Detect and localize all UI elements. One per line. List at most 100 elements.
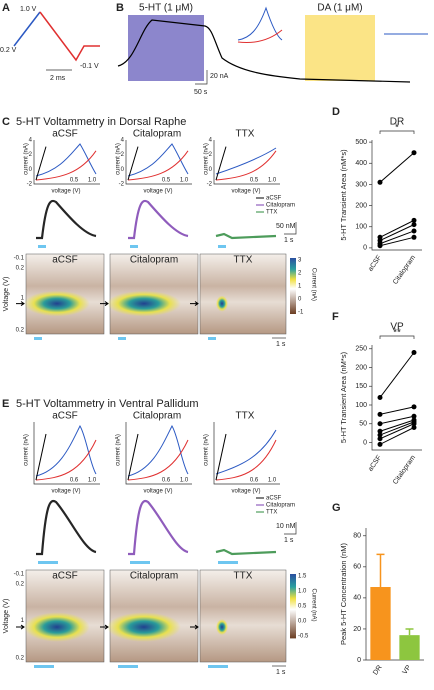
- y-tick-label: 50: [359, 421, 367, 428]
- y-tick-label: 80: [353, 533, 361, 540]
- y-tick-label: 4: [121, 138, 125, 144]
- stim-marker: [208, 337, 216, 340]
- conc-trace: [36, 199, 97, 240]
- colorbar: [290, 258, 296, 314]
- cv-trace: [35, 433, 47, 481]
- pair-line: [379, 236, 415, 247]
- axis: [125, 422, 192, 485]
- condition-label: Citalopram: [133, 129, 181, 140]
- legend-label: aCSF: [266, 196, 282, 202]
- arrow: [190, 301, 199, 307]
- x-tick-label: Citalopram: [392, 454, 417, 486]
- pair-line: [379, 152, 415, 183]
- point: [411, 217, 417, 223]
- signal-blob: [24, 290, 90, 317]
- cv-trace: [127, 150, 189, 181]
- y-tick-label: 100: [355, 402, 367, 409]
- panel-letter: G: [332, 502, 341, 514]
- point: [377, 243, 383, 249]
- colorbar-tick: 0.0: [298, 618, 307, 624]
- y-tick-label: -2: [207, 182, 213, 188]
- conc-trace: [128, 199, 189, 240]
- point: [411, 425, 417, 430]
- signal-blob: [24, 612, 90, 642]
- y-tick-label: 500: [355, 139, 367, 146]
- x-tick-label: 1.0: [88, 178, 97, 184]
- stim-marker: [218, 245, 226, 248]
- scale-label: 50 nM: [276, 223, 296, 230]
- y-tick-label: 20: [353, 626, 361, 633]
- cv-trace: [127, 143, 189, 177]
- y-tick-label: 150: [355, 383, 367, 390]
- signal-blob: [216, 619, 228, 636]
- condition-label: Citalopram: [130, 571, 178, 582]
- colorbar-tick: -1: [298, 310, 304, 316]
- x-tick-label: 0.5: [162, 178, 171, 184]
- x-tick-label: VP: [402, 664, 413, 676]
- stim-marker: [34, 337, 42, 340]
- colorbar-tick: 3: [298, 258, 302, 264]
- signal-blob: [106, 612, 181, 642]
- stim-marker: [130, 561, 150, 564]
- axis-label: current (nA): [116, 434, 122, 466]
- cv-trace: [35, 143, 97, 177]
- legend-label: TTX: [266, 210, 277, 216]
- wave-label: 2 ms: [50, 75, 66, 82]
- point: [411, 404, 417, 410]
- y-tick-label: 0.2: [16, 656, 25, 662]
- panel-letter: D: [332, 106, 340, 118]
- point: [411, 228, 417, 234]
- drug-window: [128, 15, 204, 81]
- colorbar-tick: 1: [298, 284, 302, 290]
- condition-label: aCSF: [52, 255, 78, 266]
- cv-trace: [127, 424, 189, 477]
- panel-letter: F: [332, 311, 339, 323]
- stim-marker: [38, 561, 58, 564]
- pair-line: [379, 219, 415, 238]
- colorbar-tick: 2: [298, 271, 302, 277]
- axis: [33, 422, 100, 485]
- x-tick-label: DR: [372, 664, 384, 676]
- chart-title: DR: [390, 117, 404, 128]
- y-tick-label: 300: [355, 181, 367, 188]
- axis-label: current (nA): [116, 143, 122, 175]
- sig-bracket: [379, 335, 415, 339]
- chart-title: VP: [390, 322, 404, 333]
- axis-label: current (nA): [204, 143, 210, 175]
- x-tick-label: 0.6: [70, 478, 79, 484]
- arrow: [100, 301, 109, 307]
- scale-label: 1 s: [284, 537, 294, 544]
- cv-trace: [215, 433, 227, 481]
- scale-label: 10 nM: [276, 523, 296, 530]
- legend-label: aCSF: [266, 496, 282, 502]
- condition-label: aCSF: [52, 411, 78, 422]
- cv-trace: [215, 147, 277, 175]
- x-tick-label: 0.5: [70, 178, 79, 184]
- sig-bracket: [379, 130, 415, 134]
- axis-label: voltage (V): [143, 189, 172, 195]
- point: [377, 411, 383, 417]
- point: [411, 350, 417, 355]
- axis: [371, 140, 422, 251]
- waveform-down: [39, 11, 100, 62]
- y-tick-label: 2: [209, 152, 213, 158]
- arrow: [16, 301, 25, 307]
- y-tick-label: 40: [353, 595, 361, 602]
- x-tick-label: 1.0: [268, 478, 277, 484]
- significance: *: [395, 123, 399, 134]
- drug-label: DA (1 μM): [317, 3, 362, 14]
- current-trace: [117, 19, 411, 83]
- x-tick-label: 0.6: [162, 478, 171, 484]
- scale-bar: [284, 222, 297, 235]
- error-bar: [405, 628, 414, 636]
- axis-label: 5-HT Transient Area (nM*s): [339, 149, 348, 241]
- point: [411, 222, 417, 228]
- scale-bar: [284, 522, 297, 535]
- color-plot: [199, 253, 287, 335]
- inset-cv: [232, 4, 284, 48]
- x-tick-label: aCSF: [367, 254, 383, 273]
- y-tick-label: -0.1: [14, 256, 25, 262]
- axis: [33, 140, 100, 185]
